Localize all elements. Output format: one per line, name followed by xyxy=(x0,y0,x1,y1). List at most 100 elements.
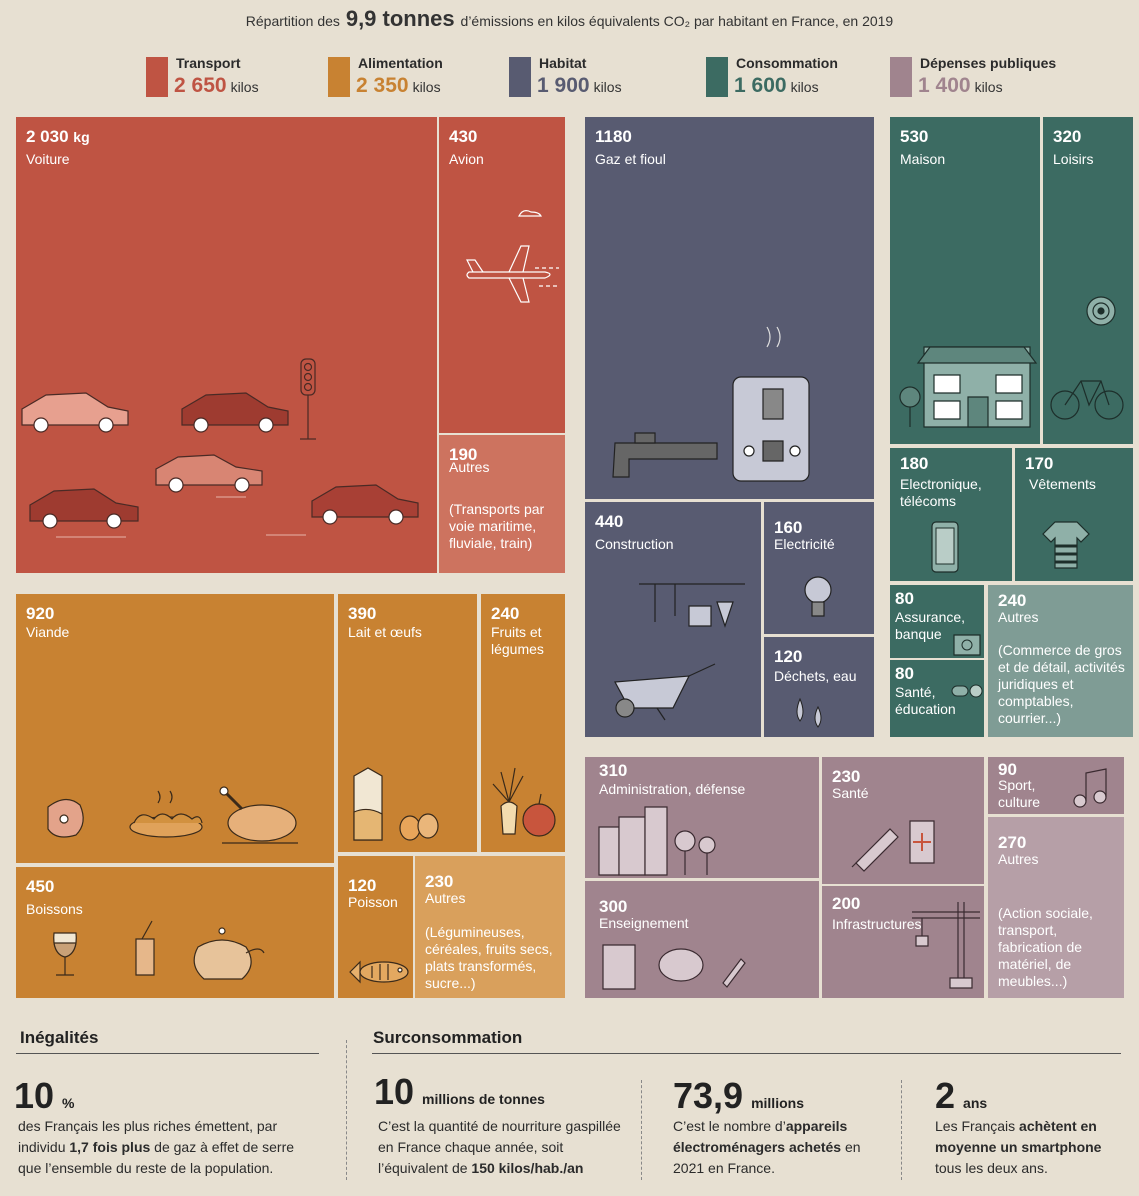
cell-value: 180 xyxy=(900,454,929,473)
cell-administration-defense: 310 Administration, défense xyxy=(585,757,819,878)
cell-label: Autres xyxy=(425,890,466,906)
inegalites-rule xyxy=(16,1053,319,1054)
pills-icon xyxy=(950,682,984,700)
cell-depenses-autres: 270 Autres (Action sociale, transport, f… xyxy=(988,817,1124,998)
cell-value: 1180 xyxy=(595,127,632,146)
legend-name: Consommation xyxy=(736,55,838,71)
cell-dechets-eau: 120 Déchets, eau xyxy=(764,637,874,737)
cell-avion: 430 Avion xyxy=(439,117,565,433)
cell-value: 200 xyxy=(832,894,861,913)
bicycle-target-icon xyxy=(1045,287,1133,427)
cell-transport-autres: 190 Autres (Transports par voie maritime… xyxy=(439,435,565,573)
cell-sante-education: 80 Santé, éducation xyxy=(890,660,984,737)
cell-value: 450 xyxy=(26,877,55,896)
light-bulb-icon xyxy=(794,570,844,626)
cell-gaz-fioul: 1180 Gaz et fioul xyxy=(585,117,874,499)
cell-label: Infrastructures xyxy=(832,916,922,932)
cell-maison: 530 Maison xyxy=(890,117,1040,444)
cell-note: (Légumineuses, céréales, fruits secs, pl… xyxy=(425,924,553,991)
cell-label: Déchets, eau xyxy=(774,668,857,684)
cell-value: 440 xyxy=(595,512,624,531)
cell-alimentation-autres: 230 Autres (Légumineuses, céréales, frui… xyxy=(415,856,565,998)
fruits-vegetables-icon xyxy=(485,762,565,844)
cell-label: Lait et œufs xyxy=(348,624,422,640)
cell-vetements: 170 Vêtements xyxy=(1015,448,1133,581)
cell-label: Loisirs xyxy=(1053,151,1094,167)
legend-name: Alimentation xyxy=(358,55,443,71)
title-prefix: Répartition des xyxy=(245,13,340,29)
cell-label: Vêtements xyxy=(1029,476,1096,492)
book-brain-pen-icon xyxy=(599,939,749,995)
legend-name: Dépenses publiques xyxy=(920,55,1057,71)
cell-label: Administration, défense xyxy=(599,781,746,797)
cell-value: 310 xyxy=(599,761,628,780)
cell-value: 320 xyxy=(1053,127,1082,146)
infographic-title: Répartition des 9,9 tonnes d’émissions e… xyxy=(0,6,1139,32)
milk-eggs-icon xyxy=(348,762,468,844)
cell-value: 80 xyxy=(895,664,914,683)
fish-icon xyxy=(346,954,412,990)
cell-enseignement: 300 Enseignement xyxy=(585,881,819,998)
cell-value: 190 xyxy=(449,445,478,464)
cell-viande: 920 Viande xyxy=(16,594,334,863)
cars-and-traffic-light-icon xyxy=(16,347,437,573)
cell-label: Santé xyxy=(832,785,869,801)
cell-label: Enseignement xyxy=(599,915,689,931)
stat-divider xyxy=(641,1080,642,1180)
stat-food-waste-text: C’est la quantité de nourriture gaspillé… xyxy=(378,1118,621,1176)
cell-note: (Transports par voie maritime, fluviale,… xyxy=(449,501,545,551)
safe-icon xyxy=(952,633,982,657)
cell-boissons: 450 Boissons xyxy=(16,867,334,998)
water-drops-icon xyxy=(788,695,838,731)
tools-wheelbarrow-icon xyxy=(595,572,755,732)
cell-assurance-banque: 80 Assurance, banque xyxy=(890,585,984,658)
city-icon xyxy=(595,801,725,877)
cell-label: Electronique, télécoms xyxy=(900,476,982,509)
section-divider xyxy=(346,1040,347,1180)
inegalites-text: des Français les plus riches émettent, p… xyxy=(18,1118,295,1176)
cell-label: Viande xyxy=(26,624,70,640)
cell-note: (Commerce de gros et de détail, activité… xyxy=(998,642,1125,726)
surconsommation-rule xyxy=(372,1053,1121,1054)
cell-label: Autres xyxy=(998,851,1039,867)
cell-value: 920 xyxy=(26,604,55,623)
smartphone-icon xyxy=(926,518,966,578)
cell-label: Maison xyxy=(900,151,946,167)
cell-label: Assurance, banque xyxy=(895,609,966,642)
cell-label: Boissons xyxy=(26,901,83,917)
cell-label: Poisson xyxy=(348,894,398,910)
cell-label: Electricité xyxy=(774,536,835,552)
cell-label: Santé, éducation xyxy=(895,684,956,717)
cell-label: Construction xyxy=(595,536,674,552)
house-icon xyxy=(890,317,1040,437)
cell-value: 230 xyxy=(832,767,861,786)
stat-smartphone-text: Les Français achètent en moyenne un smar… xyxy=(935,1118,1102,1176)
cell-construction: 440 Construction xyxy=(585,502,761,737)
cell-lait-oeufs: 390 Lait et œufs xyxy=(338,594,477,852)
cell-electricite: 160 Electricité xyxy=(764,502,874,634)
cell-value: 170 xyxy=(1025,454,1054,473)
cell-loisirs: 320 Loisirs xyxy=(1043,117,1133,444)
legend-value: 2 350 kilos xyxy=(356,74,441,97)
cell-label: Autres xyxy=(449,459,490,475)
legend-swatch xyxy=(706,57,728,97)
stat-food-waste-number: 10 millions de tonnes xyxy=(374,1071,545,1112)
cell-note: (Action sociale, transport, fabrication … xyxy=(998,905,1093,989)
cell-fruits-legumes: 240 Fruits et légumes xyxy=(481,594,565,852)
cell-voiture: 2 030 kg Voiture xyxy=(16,117,437,573)
stat-divider xyxy=(901,1080,902,1180)
cell-label: Sport, culture xyxy=(998,777,1041,810)
meat-icon xyxy=(36,779,316,859)
cell-value: 270 xyxy=(998,833,1027,852)
crane-icon xyxy=(902,896,982,996)
legend-swatch xyxy=(890,57,912,97)
cell-infrastructures: 200 Infrastructures xyxy=(822,886,984,998)
stat-appliances-text: C’est le nombre d’appareils électroménag… xyxy=(673,1118,861,1176)
cell-label: Gaz et fioul xyxy=(595,151,666,167)
inegalites-heading: Inégalités xyxy=(20,1028,99,1047)
legend-swatch xyxy=(146,57,168,97)
legend-name: Habitat xyxy=(539,55,587,71)
stat-smartphone-number: 2 ans xyxy=(935,1075,988,1116)
cell-value: 300 xyxy=(599,897,628,916)
legend-value: 1 600 kilos xyxy=(734,74,819,97)
